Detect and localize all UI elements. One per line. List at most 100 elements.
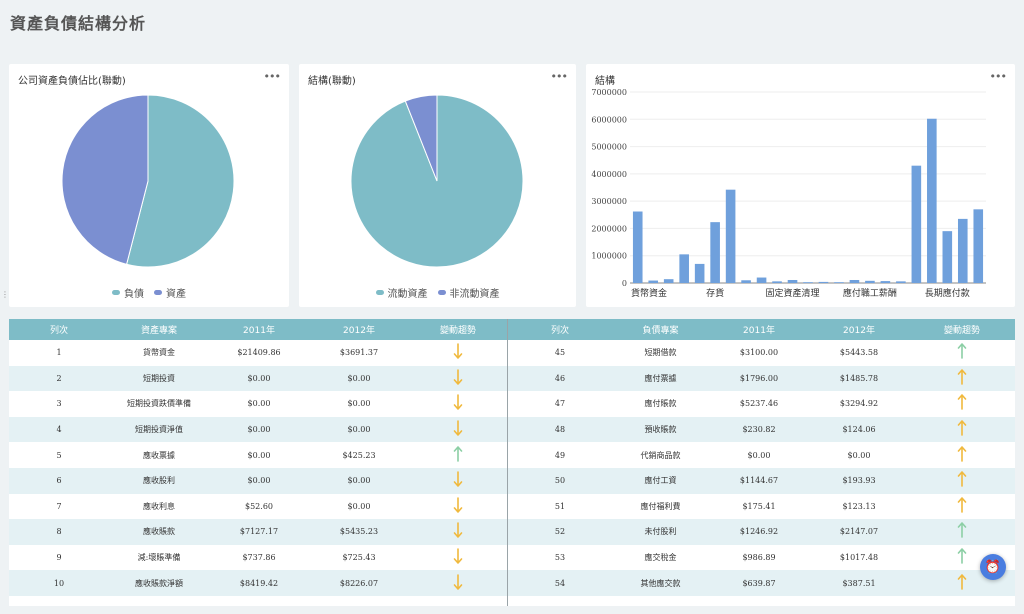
cell-n: 4 bbox=[9, 416, 109, 443]
pie-chart[interactable] bbox=[299, 64, 576, 307]
bar[interactable] bbox=[710, 222, 720, 283]
table-row[interactable]: 7 應收利息 $52.60 $0.00 bbox=[9, 494, 507, 520]
more-horizontal-icon[interactable]: ••• bbox=[263, 70, 281, 83]
table-row[interactable]: 6 應收股利 $0.00 $0.00 bbox=[9, 467, 507, 494]
column-header[interactable]: 2012年 bbox=[809, 319, 909, 340]
bar[interactable] bbox=[787, 279, 798, 283]
pie-chart[interactable] bbox=[9, 64, 289, 307]
cell-y2011: $1246.92 bbox=[709, 519, 809, 545]
arrow-up-icon bbox=[957, 471, 967, 488]
bar[interactable] bbox=[865, 280, 875, 283]
pie-slice-非流動資產[interactable] bbox=[404, 94, 438, 182]
bar[interactable] bbox=[772, 281, 782, 283]
cell-trend bbox=[409, 570, 507, 596]
bar[interactable] bbox=[911, 165, 922, 283]
cell-y2011: $8419.42 bbox=[209, 570, 309, 596]
arrow-down-icon bbox=[453, 573, 463, 590]
pie-slice-負債[interactable] bbox=[126, 94, 235, 268]
cell-n: 1 bbox=[56, 348, 62, 358]
table-row[interactable]: 9 減:壞賬準備 $737.86 $725.43 bbox=[9, 545, 507, 571]
table-row[interactable]: 46 應付票據 $1796.00 $1485.78 bbox=[508, 365, 1015, 392]
bar-card-structure: 結構 ••• 0 1000000 2000000 3000000 4000000 5000… bbox=[586, 64, 1015, 307]
legend-item[interactable]: 流動資產 bbox=[375, 285, 428, 300]
table-row[interactable]: 45 短期借款 $3100.00 $5443.58 bbox=[508, 340, 1015, 366]
table-row[interactable]: 2 短期投資 $0.00 $0.00 bbox=[9, 365, 507, 392]
column-header[interactable]: 變動趨勢 bbox=[909, 319, 1015, 340]
bar[interactable] bbox=[756, 277, 767, 283]
table-row[interactable]: 54 其他應交款 $639.87 $387.51 bbox=[508, 570, 1015, 596]
table-row[interactable]: 51 應付福利費 $175.41 $123.13 bbox=[508, 494, 1015, 520]
column-header[interactable]: 負債專案 bbox=[612, 319, 709, 340]
arrow-down-icon bbox=[453, 497, 463, 513]
more-horizontal-icon[interactable]: ••• bbox=[550, 70, 568, 83]
table-row[interactable]: 49 代銷商品款 $0.00 $0.00 bbox=[508, 442, 1015, 468]
bar[interactable] bbox=[632, 211, 643, 283]
arrow-down-icon bbox=[453, 394, 463, 411]
bar[interactable] bbox=[663, 279, 674, 283]
bar[interactable] bbox=[942, 231, 953, 283]
table-row[interactable]: 52 未付股利 $1246.92 $2147.07 bbox=[508, 519, 1015, 545]
table-row[interactable]: 48 預收賬款 $230.82 $124.06 bbox=[508, 416, 1015, 443]
bar[interactable] bbox=[679, 254, 689, 283]
column-header[interactable]: 2011年 bbox=[209, 319, 309, 340]
arrow-up-icon bbox=[957, 343, 967, 360]
legend-item[interactable]: 負債 bbox=[112, 285, 144, 300]
column-header[interactable]: 變動趨勢 bbox=[409, 319, 507, 340]
y-tick-label: 1000000 bbox=[591, 252, 627, 261]
column-header[interactable]: 2012年 bbox=[309, 319, 409, 340]
table-row[interactable]: 1 貨幣資金 $21409.86 $3691.37 bbox=[9, 340, 507, 366]
cell-item: 應收賬款淨額 bbox=[109, 570, 209, 596]
bar[interactable] bbox=[725, 189, 736, 283]
drag-handle-icon[interactable]: ⋮ bbox=[1, 290, 9, 299]
bar-chart[interactable]: 0 1000000 2000000 3000000 4000000 5000000 6000… bbox=[586, 64, 1015, 307]
cell-trend bbox=[409, 365, 507, 392]
legend-item[interactable]: 非流動資產 bbox=[437, 285, 500, 300]
table-row[interactable]: 5 應收票據 $0.00 $425.23 bbox=[9, 442, 507, 468]
bar[interactable] bbox=[818, 281, 829, 283]
cell-y2012: $0.00 bbox=[347, 501, 371, 511]
bar[interactable] bbox=[648, 280, 659, 283]
cell-item: 短期投資 bbox=[109, 365, 209, 392]
cell-y2011: $175.41 bbox=[742, 501, 776, 511]
table-row[interactable]: 50 應付工資 $1144.67 $193.93 bbox=[508, 467, 1015, 494]
more-horizontal-icon[interactable]: ••• bbox=[989, 70, 1007, 83]
bar[interactable] bbox=[927, 118, 937, 283]
cell-y2011: $0.00 bbox=[209, 467, 309, 494]
bar[interactable] bbox=[973, 209, 984, 283]
legend-item[interactable]: 資產 bbox=[154, 285, 186, 300]
column-header[interactable]: 2011年 bbox=[709, 319, 809, 340]
cell-trend bbox=[409, 519, 507, 545]
bar[interactable] bbox=[803, 282, 813, 283]
pie-slice-資產[interactable] bbox=[61, 94, 149, 265]
cell-y2011: $0.00 bbox=[209, 365, 309, 392]
bar[interactable] bbox=[694, 263, 705, 283]
cell-y2011: $0.00 bbox=[209, 416, 309, 443]
bar[interactable] bbox=[849, 279, 860, 283]
table-row[interactable]: 3 短期投資跌價準備 $0.00 $0.00 bbox=[9, 391, 507, 417]
x-tick-label: 貨幣資金 bbox=[631, 287, 667, 299]
column-header[interactable]: 資產專案 bbox=[109, 319, 209, 340]
cell-trend bbox=[909, 467, 1015, 494]
bar[interactable] bbox=[834, 282, 844, 283]
bar[interactable] bbox=[896, 281, 906, 283]
cell-y2012: $0.00 bbox=[309, 467, 409, 494]
cell-y2012: $1485.78 bbox=[809, 365, 909, 392]
table-row[interactable]: 47 應付賬款 $5237.46 $3294.92 bbox=[508, 391, 1015, 417]
alarm-icon[interactable]: ⏰ bbox=[980, 554, 1006, 580]
cell-y2012: $0.00 bbox=[309, 416, 409, 443]
column-header[interactable]: 列次 bbox=[508, 319, 612, 340]
asset-table: 列次 資產專案 2011年 2012年 變動趨勢 1 貨幣資金 $21409.86 $3691… bbox=[9, 319, 507, 596]
table-row[interactable]: 53 應交稅金 $986.89 $1017.48 bbox=[508, 545, 1015, 571]
bar[interactable] bbox=[741, 280, 751, 283]
legend-marker bbox=[437, 290, 446, 295]
table-row[interactable]: 8 應收賬款 $7127.17 $5435.23 bbox=[9, 519, 507, 545]
arrow-up-icon bbox=[957, 522, 967, 539]
column-header[interactable]: 列次 bbox=[9, 319, 109, 340]
bar[interactable] bbox=[880, 281, 891, 283]
cell-n: 8 bbox=[9, 519, 109, 545]
table-row[interactable]: 10 應收賬款淨額 $8419.42 $8226.07 bbox=[9, 570, 507, 596]
table-row[interactable]: 4 短期投資淨值 $0.00 $0.00 bbox=[9, 416, 507, 443]
cell-n: 54 bbox=[508, 570, 612, 596]
bar[interactable] bbox=[957, 218, 968, 283]
cell-y2011: $3100.00 bbox=[739, 348, 779, 358]
